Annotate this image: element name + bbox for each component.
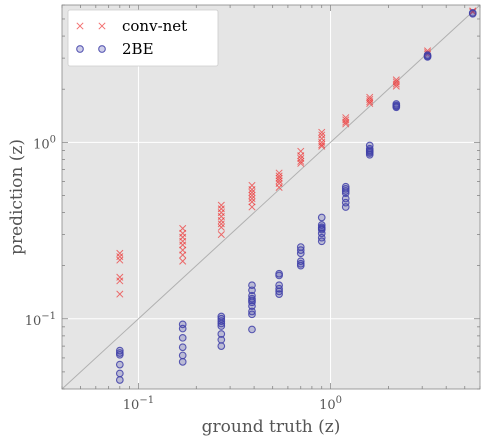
2be-point: [115, 376, 124, 384]
2be-point: [275, 284, 283, 293]
2be-point: [317, 213, 326, 222]
y-tick-label: 10−1: [25, 311, 56, 329]
y-axis-title: prediction (z): [7, 139, 27, 255]
conv-net-point: [297, 157, 305, 165]
conv-net-point: [248, 188, 256, 196]
2be-point: [115, 360, 124, 369]
conv-net-point: [275, 174, 283, 182]
legend-marker-2be: [76, 45, 106, 53]
grid-lines: [62, 5, 480, 389]
conv-net-point: [275, 177, 283, 185]
2be-point: [341, 189, 350, 198]
minor-ticks: [61, 4, 481, 390]
2be-point: [392, 103, 401, 112]
2be-point: [296, 249, 305, 258]
legend-marker-conv-net: [76, 22, 106, 30]
conv-net-point: [179, 241, 187, 249]
conv-net-point: [248, 191, 256, 199]
series-conv-net: [116, 7, 477, 298]
2be-point: [217, 335, 226, 344]
legend: conv-net 2BE: [67, 9, 219, 67]
conv-net-point: [318, 141, 326, 149]
series-2be: [115, 8, 477, 384]
2be-point: [341, 203, 350, 211]
conv-net-point: [217, 220, 225, 228]
conv-net-point: [248, 198, 256, 206]
conv-net-point: [179, 257, 187, 265]
conv-net-point: [342, 120, 350, 128]
2be-point: [178, 333, 187, 342]
conv-net-point: [392, 82, 400, 90]
conv-net-point: [116, 256, 124, 264]
2be-point: [217, 330, 226, 338]
conv-net-point: [217, 231, 225, 239]
conv-net-point: [116, 277, 124, 285]
legend-circle-marker: [76, 45, 84, 53]
y-tick-label: 100: [33, 134, 56, 152]
2be-point: [217, 319, 226, 328]
x-tick-label: 10−1: [123, 395, 154, 413]
legend-circle-marker: [98, 45, 106, 53]
2be-point: [275, 287, 283, 296]
conv-net-point: [318, 142, 326, 150]
conv-net-point: [297, 152, 305, 160]
2be-point: [341, 187, 350, 195]
2be-point: [317, 237, 326, 246]
2be-point: [468, 9, 477, 18]
conv-net-point: [179, 251, 187, 259]
2be-point: [217, 342, 226, 350]
2be-point: [248, 286, 256, 295]
legend-label-conv-net: conv-net: [122, 17, 187, 35]
identity-reference-line: [61, 4, 481, 390]
conv-net-point: [116, 249, 124, 257]
2be-point: [365, 150, 374, 159]
2be-point: [275, 271, 283, 280]
x-tick-label: 100: [319, 395, 342, 413]
2be-point: [423, 53, 432, 61]
legend-cross-marker: [98, 22, 106, 30]
conv-net-point: [248, 185, 256, 194]
2be-point: [178, 358, 187, 366]
conv-net-point: [275, 183, 283, 191]
conv-net-point: [318, 128, 326, 136]
legend-box: [67, 9, 219, 67]
plot-frame: [61, 4, 481, 390]
2be-point: [178, 351, 187, 360]
conv-net-point: [217, 223, 225, 231]
conv-net-point: [248, 203, 256, 211]
conv-net-point: [366, 98, 374, 106]
legend-label-2be: 2BE: [122, 40, 154, 58]
2be-point: [217, 322, 226, 330]
2be-point: [115, 369, 124, 378]
x-tick-labels: 10−1 100: [123, 395, 342, 413]
2be-point: [178, 343, 187, 352]
conv-net-point: [342, 118, 350, 126]
conv-net-point: [392, 80, 400, 88]
2be-point: [275, 290, 283, 298]
conv-net-point: [116, 253, 124, 261]
2be-point: [248, 302, 256, 310]
2be-point: [248, 310, 256, 319]
2be-point: [178, 324, 187, 333]
conv-net-point: [366, 99, 374, 108]
2be-point: [115, 350, 124, 359]
2be-point: [248, 325, 256, 334]
conv-net-point: [275, 169, 283, 177]
conv-net-point: [217, 217, 225, 225]
conv-net-point: [297, 159, 305, 167]
conv-net-point: [116, 290, 124, 298]
x-axis-title: ground truth (z): [202, 417, 341, 436]
y-tick-labels: 10−1 100: [25, 134, 56, 328]
conv-net-point: [248, 195, 256, 203]
2be-point: [296, 261, 305, 270]
legend-cross-marker: [76, 22, 84, 30]
